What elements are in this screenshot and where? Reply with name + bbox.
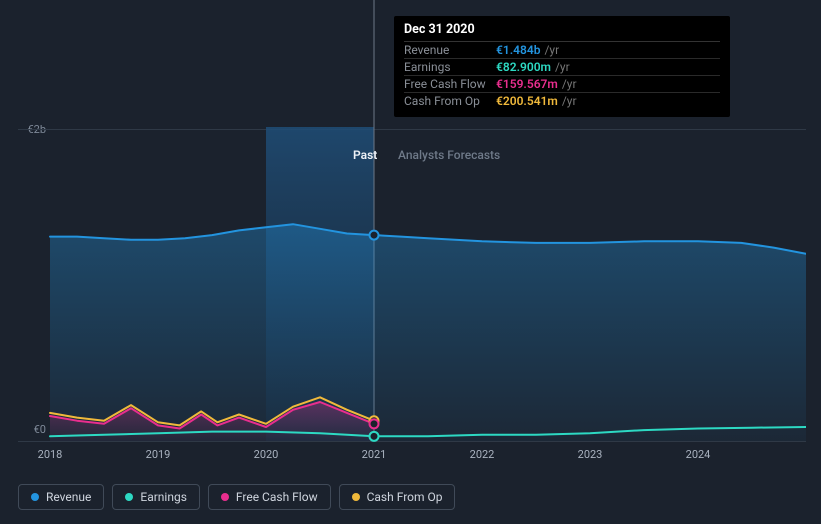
tooltip-row: Earnings€82.900m/yr	[404, 59, 720, 76]
marker-earnings	[370, 432, 379, 441]
tooltip-row-label: Earnings	[404, 60, 496, 74]
tooltip-row: Free Cash Flow€159.567m/yr	[404, 76, 720, 93]
tooltip-row-unit: /yr	[562, 77, 577, 91]
tooltip-row-unit: /yr	[544, 43, 559, 57]
chart-container: €2b €0 Past Analysts Forecasts 201820192…	[18, 0, 806, 460]
legend-dot-icon	[352, 493, 360, 501]
forecast-label: Analysts Forecasts	[398, 148, 500, 162]
tooltip-row-value: €159.567m	[496, 77, 558, 91]
legend-item-label: Earnings	[140, 490, 187, 504]
marker-fcf	[370, 419, 379, 428]
marker-revenue	[370, 231, 379, 240]
area-revenue	[50, 224, 806, 441]
legend-dot-icon	[125, 493, 133, 501]
tooltip-row-label: Revenue	[404, 43, 496, 57]
tooltip-date: Dec 31 2020	[404, 22, 720, 42]
x-tick-label: 2020	[254, 448, 279, 461]
legend-item-cfo[interactable]: Cash From Op	[339, 484, 456, 510]
legend-item-revenue[interactable]: Revenue	[18, 484, 104, 510]
tooltip-row-unit: /yr	[562, 94, 577, 108]
tooltip-row-value: €200.541m	[496, 94, 558, 108]
tooltip-row-value: €1.484b	[496, 43, 540, 57]
past-label: Past	[353, 148, 377, 162]
x-tick-label: 2023	[578, 448, 603, 461]
legend: Revenue Earnings Free Cash Flow Cash From O…	[18, 484, 455, 510]
tooltip-row: Cash From Op€200.541m/yr	[404, 93, 720, 109]
legend-dot-icon	[31, 493, 39, 501]
legend-item-label: Revenue	[46, 490, 91, 504]
tooltip-row-value: €82.900m	[496, 60, 551, 74]
tooltip-row: Revenue€1.484b/yr	[404, 42, 720, 59]
tooltip-row-label: Cash From Op	[404, 94, 496, 108]
tooltip-row-label: Free Cash Flow	[404, 77, 496, 91]
x-tick-label: 2021	[362, 448, 387, 461]
legend-dot-icon	[221, 493, 229, 501]
legend-item-label: Free Cash Flow	[236, 490, 318, 504]
x-tick-label: 2019	[146, 448, 171, 461]
x-tick-label: 2018	[38, 448, 63, 461]
x-tick-label: 2024	[686, 448, 711, 461]
legend-item-earnings[interactable]: Earnings	[112, 484, 200, 510]
legend-item-fcf[interactable]: Free Cash Flow	[208, 484, 331, 510]
legend-item-label: Cash From Op	[367, 490, 443, 504]
tooltip: Dec 31 2020 Revenue€1.484b/yrEarnings€82…	[394, 16, 730, 117]
tooltip-row-unit: /yr	[555, 60, 570, 74]
x-tick-label: 2022	[470, 448, 495, 461]
